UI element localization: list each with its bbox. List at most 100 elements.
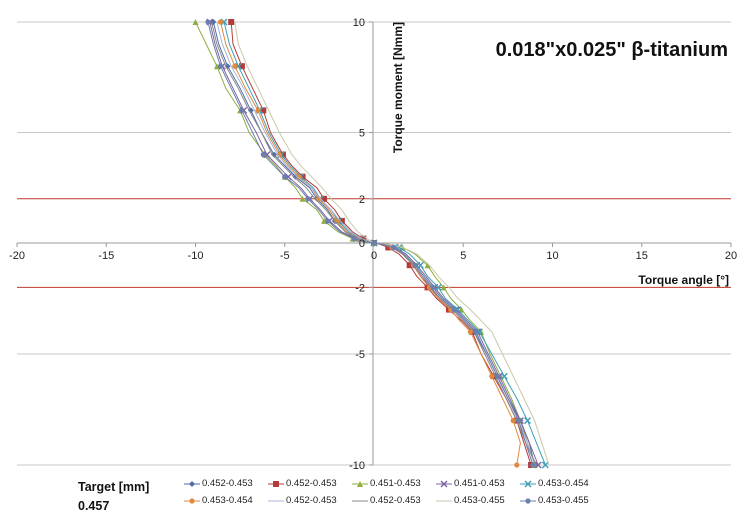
data-point xyxy=(279,151,286,158)
x-tick-label: 15 xyxy=(636,250,648,262)
x-tick-label: -10 xyxy=(188,250,204,262)
data-point xyxy=(424,262,431,269)
legend-label: 0.451-0.453 xyxy=(454,478,505,489)
x-tick-label: -20 xyxy=(9,250,25,262)
data-point xyxy=(412,262,418,268)
data-point xyxy=(473,329,479,335)
chart-legend: 0.452-0.453 0.452-0.453 0.451-0.453 0.451-0… xyxy=(184,478,604,506)
data-point xyxy=(217,63,224,69)
data-point xyxy=(451,307,457,313)
data-point xyxy=(430,284,436,290)
target-value: 0.457 xyxy=(78,499,110,513)
data-point xyxy=(189,497,195,504)
legend-swatch xyxy=(352,480,368,487)
x-tick-label: 0 xyxy=(371,250,377,262)
x-tick-label: -5 xyxy=(280,250,290,262)
legend-swatch xyxy=(520,497,536,504)
x-tick-label: 20 xyxy=(725,250,737,262)
legend-label: 0.452-0.453 xyxy=(202,478,253,489)
legend-entry: 0.452-0.453 xyxy=(268,495,352,506)
data-point xyxy=(525,497,531,504)
gridlines xyxy=(17,21,731,466)
data-point xyxy=(524,480,532,487)
legend-swatch xyxy=(436,500,452,501)
data-point xyxy=(299,173,306,180)
data-point xyxy=(467,329,473,335)
legend-swatch xyxy=(184,497,200,504)
legend-label: 0.453-0.455 xyxy=(538,495,589,506)
data-point xyxy=(515,418,522,424)
data-point xyxy=(205,19,211,25)
legend-swatch xyxy=(352,500,368,501)
data-point xyxy=(238,63,245,70)
legend-entry: 0.452-0.453 xyxy=(184,478,268,489)
legend-swatch xyxy=(436,480,452,487)
series-group xyxy=(192,18,550,469)
legend-label: 0.453-0.455 xyxy=(454,495,505,506)
legend-entry: 0.453-0.454 xyxy=(184,495,268,506)
data-point xyxy=(500,372,508,380)
legend-entry: 0.453-0.454 xyxy=(520,478,604,489)
legend-label: 0.451-0.453 xyxy=(370,478,421,489)
legend-label: 0.453-0.454 xyxy=(202,495,253,506)
data-point xyxy=(510,418,516,424)
data-point xyxy=(296,174,302,180)
data-point xyxy=(247,107,254,114)
x-tick-label: -15 xyxy=(98,250,114,262)
x-axis-title: Torque angle [°] xyxy=(638,273,729,287)
y-tick-label: -10 xyxy=(349,460,365,472)
target-label: Target [mm] xyxy=(78,480,150,494)
series xyxy=(205,19,536,468)
y-tick-label: -5 xyxy=(355,349,365,361)
data-point xyxy=(321,195,328,202)
data-point xyxy=(385,244,392,251)
data-point xyxy=(239,107,245,113)
y-tick-label: 0 xyxy=(359,238,365,250)
reference-lines xyxy=(17,198,731,288)
data-point xyxy=(391,244,397,251)
legend-label: 0.452-0.453 xyxy=(370,495,421,506)
data-point xyxy=(360,235,367,242)
target-block: Target [mm] 0.457 xyxy=(78,478,149,516)
data-point xyxy=(189,480,195,487)
data-point xyxy=(530,462,536,468)
data-point xyxy=(217,19,224,25)
data-point xyxy=(282,174,288,180)
data-point xyxy=(541,461,549,469)
data-point xyxy=(338,217,345,224)
data-point xyxy=(440,284,447,291)
data-point xyxy=(333,218,340,224)
legend-label: 0.452-0.453 xyxy=(286,495,337,506)
data-point xyxy=(260,152,266,158)
legend-entry: 0.453-0.455 xyxy=(520,495,604,506)
y-tick-label: -2 xyxy=(355,282,365,294)
data-point xyxy=(232,63,238,69)
legend-swatch xyxy=(268,480,284,487)
data-point xyxy=(271,151,278,158)
data-point xyxy=(534,461,542,469)
data-point xyxy=(324,218,331,224)
data-point xyxy=(273,480,279,487)
x-tick-label: 5 xyxy=(460,250,466,262)
data-point xyxy=(514,462,520,468)
data-point xyxy=(357,480,363,487)
data-point xyxy=(299,195,306,202)
data-point xyxy=(255,107,261,113)
legend-swatch xyxy=(520,480,536,487)
y-tick-label: 10 xyxy=(353,17,365,29)
legend-entry: 0.451-0.453 xyxy=(352,478,436,489)
y-tick-label: 5 xyxy=(359,128,365,140)
legend-label: 0.452-0.453 xyxy=(286,478,337,489)
legend-label: 0.453-0.454 xyxy=(538,478,589,489)
y-axis-title: Torque moment [Nmm] xyxy=(391,22,405,153)
legend-entry: 0.451-0.453 xyxy=(436,478,520,489)
legend-swatch xyxy=(268,500,284,501)
data-point xyxy=(192,19,199,25)
legend-entry: 0.452-0.453 xyxy=(268,478,352,489)
data-point xyxy=(434,283,442,291)
data-point xyxy=(371,240,377,246)
data-point xyxy=(260,107,267,114)
y-tick-label: 2 xyxy=(359,194,365,206)
data-point xyxy=(494,373,500,379)
